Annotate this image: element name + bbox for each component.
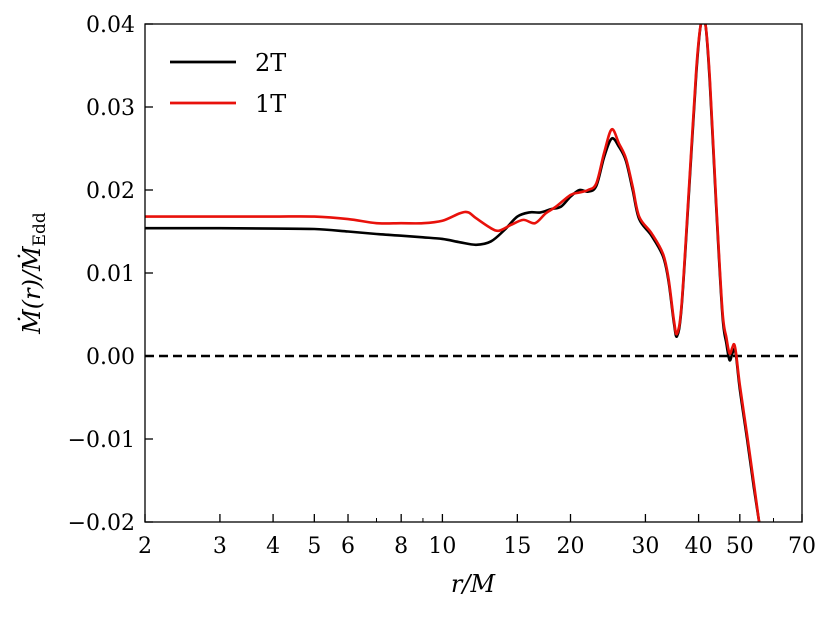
series-line-1t [145,24,761,522]
x-tick-label: 20 [556,534,584,559]
x-tick-label: 2 [138,534,152,559]
plot-frame [144,23,803,523]
x-tick-label: 70 [788,534,816,559]
y-tick-label: 0.01 [86,262,135,287]
y-tick-label: 0.00 [86,345,135,370]
y-tick-label: 0.02 [86,179,135,204]
x-tick-label: 15 [503,534,531,559]
y-tick-label: 0.04 [86,13,135,38]
x-tick-label: 5 [307,534,321,559]
x-tick-label: 8 [394,534,408,559]
x-axis-label: r/M [451,570,497,598]
y-axis-label-subscript: Edd [30,212,50,246]
x-tick-label: 6 [341,534,355,559]
y-axis-label-main: Ṁ(r)/Ṁ [17,245,46,335]
x-tick-label: 3 [213,534,227,559]
x-tick-label: 40 [685,534,713,559]
x-tick-label: 30 [631,534,659,559]
legend-label-1t: 1T [255,90,286,118]
y-axis-label-group: Ṁ(r)/ṀEdd [17,212,50,335]
y-tick-label: 0.03 [86,96,135,121]
legend-label-2t: 2T [255,49,286,77]
y-tick-label: −0.01 [68,428,135,453]
x-tick-label: 4 [266,534,280,559]
x-tick-label: 10 [428,534,456,559]
y-tick-label: −0.02 [68,511,135,536]
y-axis-label: Ṁ(r)/ṀEdd [17,212,50,335]
x-tick-label: 50 [726,534,754,559]
